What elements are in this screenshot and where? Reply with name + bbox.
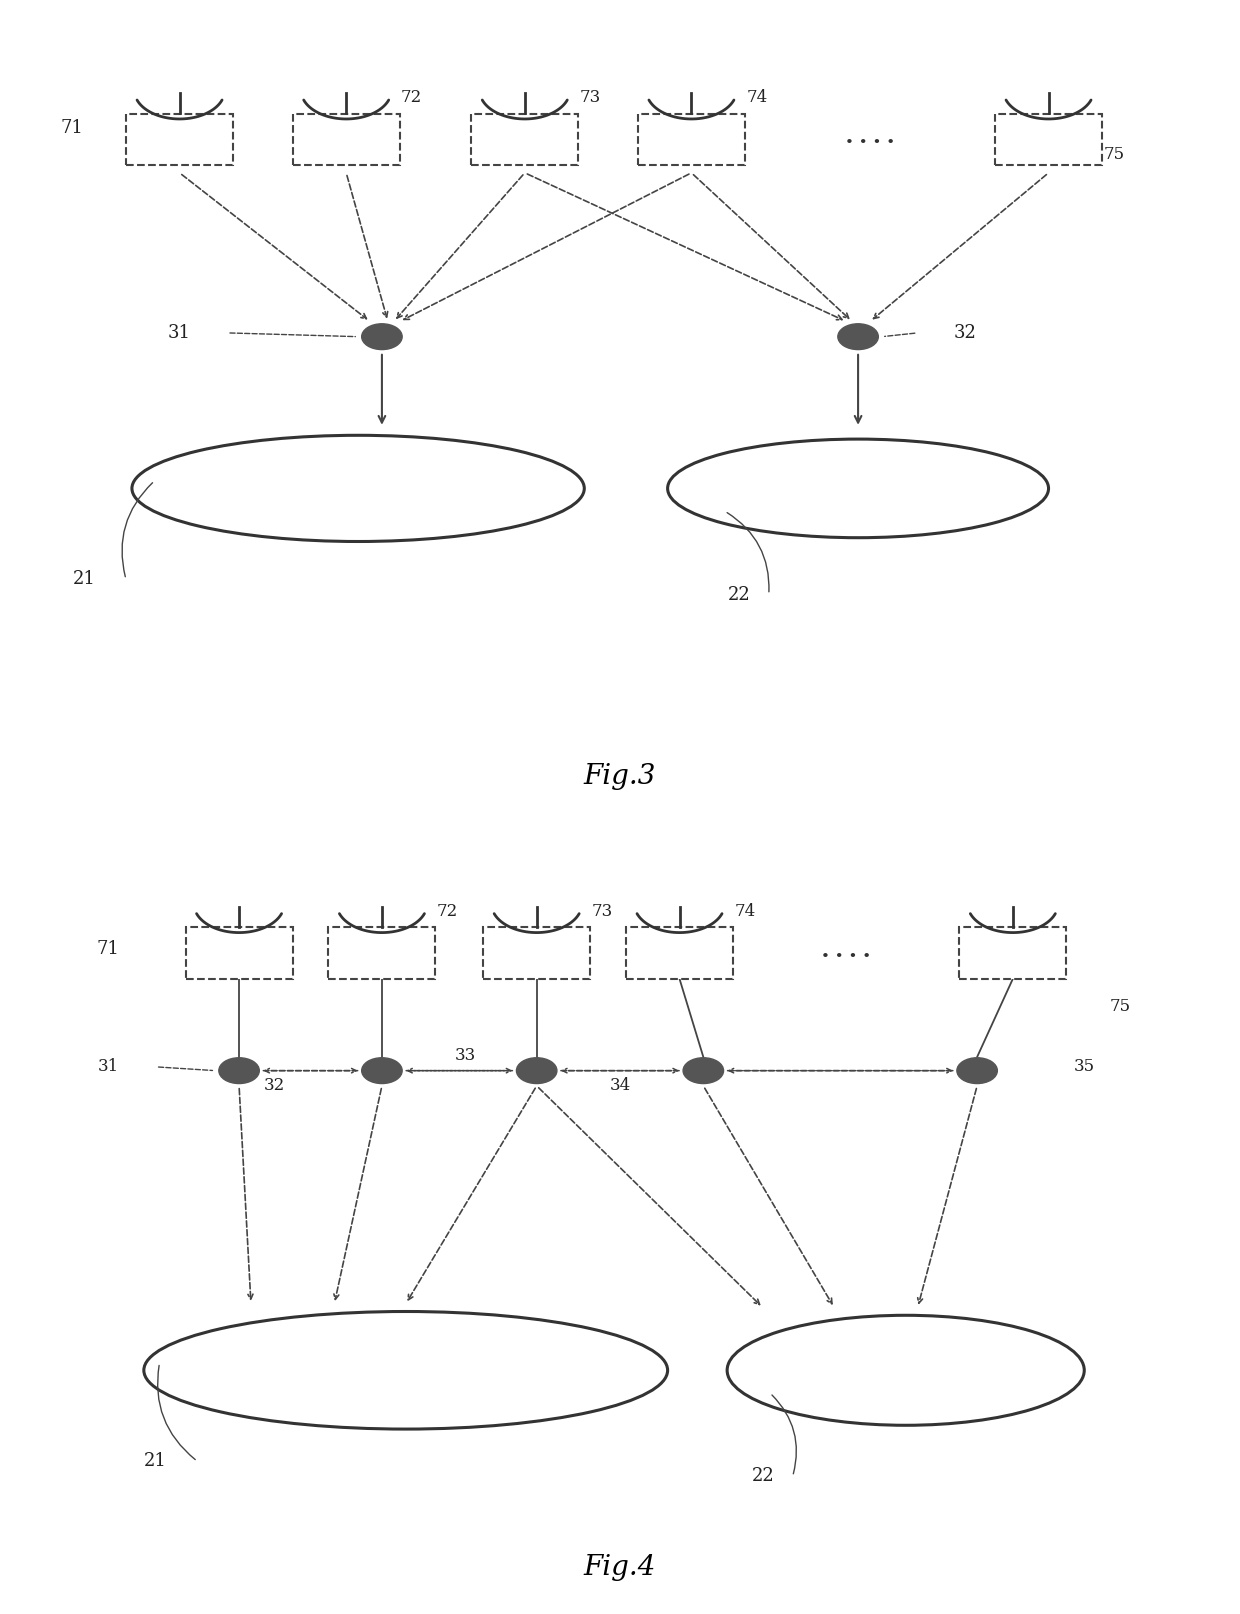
Text: • • • •: • • • • <box>821 951 872 964</box>
Text: 33: 33 <box>455 1047 476 1064</box>
Text: Fig.3: Fig.3 <box>584 763 656 791</box>
Text: 71: 71 <box>61 119 84 137</box>
Ellipse shape <box>144 1312 667 1428</box>
Text: 31: 31 <box>169 324 191 342</box>
Bar <box>626 928 733 978</box>
Bar <box>126 113 233 165</box>
Bar <box>994 113 1102 165</box>
Circle shape <box>516 1057 557 1083</box>
Text: 73: 73 <box>591 902 613 920</box>
Circle shape <box>683 1057 724 1083</box>
Circle shape <box>838 324 878 350</box>
Circle shape <box>957 1057 997 1083</box>
Text: 21: 21 <box>73 570 95 589</box>
Text: 21: 21 <box>144 1453 167 1470</box>
Text: 32: 32 <box>264 1077 285 1094</box>
Text: 31: 31 <box>98 1059 119 1075</box>
Bar <box>484 928 590 978</box>
Ellipse shape <box>667 439 1049 537</box>
Ellipse shape <box>131 436 584 542</box>
Bar <box>960 928 1066 978</box>
Text: 73: 73 <box>579 89 601 107</box>
Text: 72: 72 <box>436 902 458 920</box>
Text: 71: 71 <box>97 941 119 959</box>
Bar <box>293 113 399 165</box>
Bar <box>186 928 293 978</box>
Text: 22: 22 <box>728 586 750 604</box>
Circle shape <box>362 324 402 350</box>
Circle shape <box>218 1057 259 1083</box>
Text: 75: 75 <box>1110 997 1131 1015</box>
Text: 35: 35 <box>1074 1059 1095 1075</box>
Text: 75: 75 <box>1104 147 1125 163</box>
Bar <box>637 113 745 165</box>
Bar <box>471 113 578 165</box>
Text: 34: 34 <box>609 1077 631 1094</box>
Bar <box>329 928 435 978</box>
Text: 74: 74 <box>746 89 768 107</box>
Circle shape <box>362 1057 402 1083</box>
Text: • • • •: • • • • <box>844 136 895 150</box>
Text: Fig.4: Fig.4 <box>584 1554 656 1582</box>
Ellipse shape <box>727 1315 1084 1425</box>
Text: 32: 32 <box>954 324 977 342</box>
Text: 74: 74 <box>734 902 755 920</box>
Text: 22: 22 <box>751 1467 774 1485</box>
Text: 72: 72 <box>401 89 423 107</box>
